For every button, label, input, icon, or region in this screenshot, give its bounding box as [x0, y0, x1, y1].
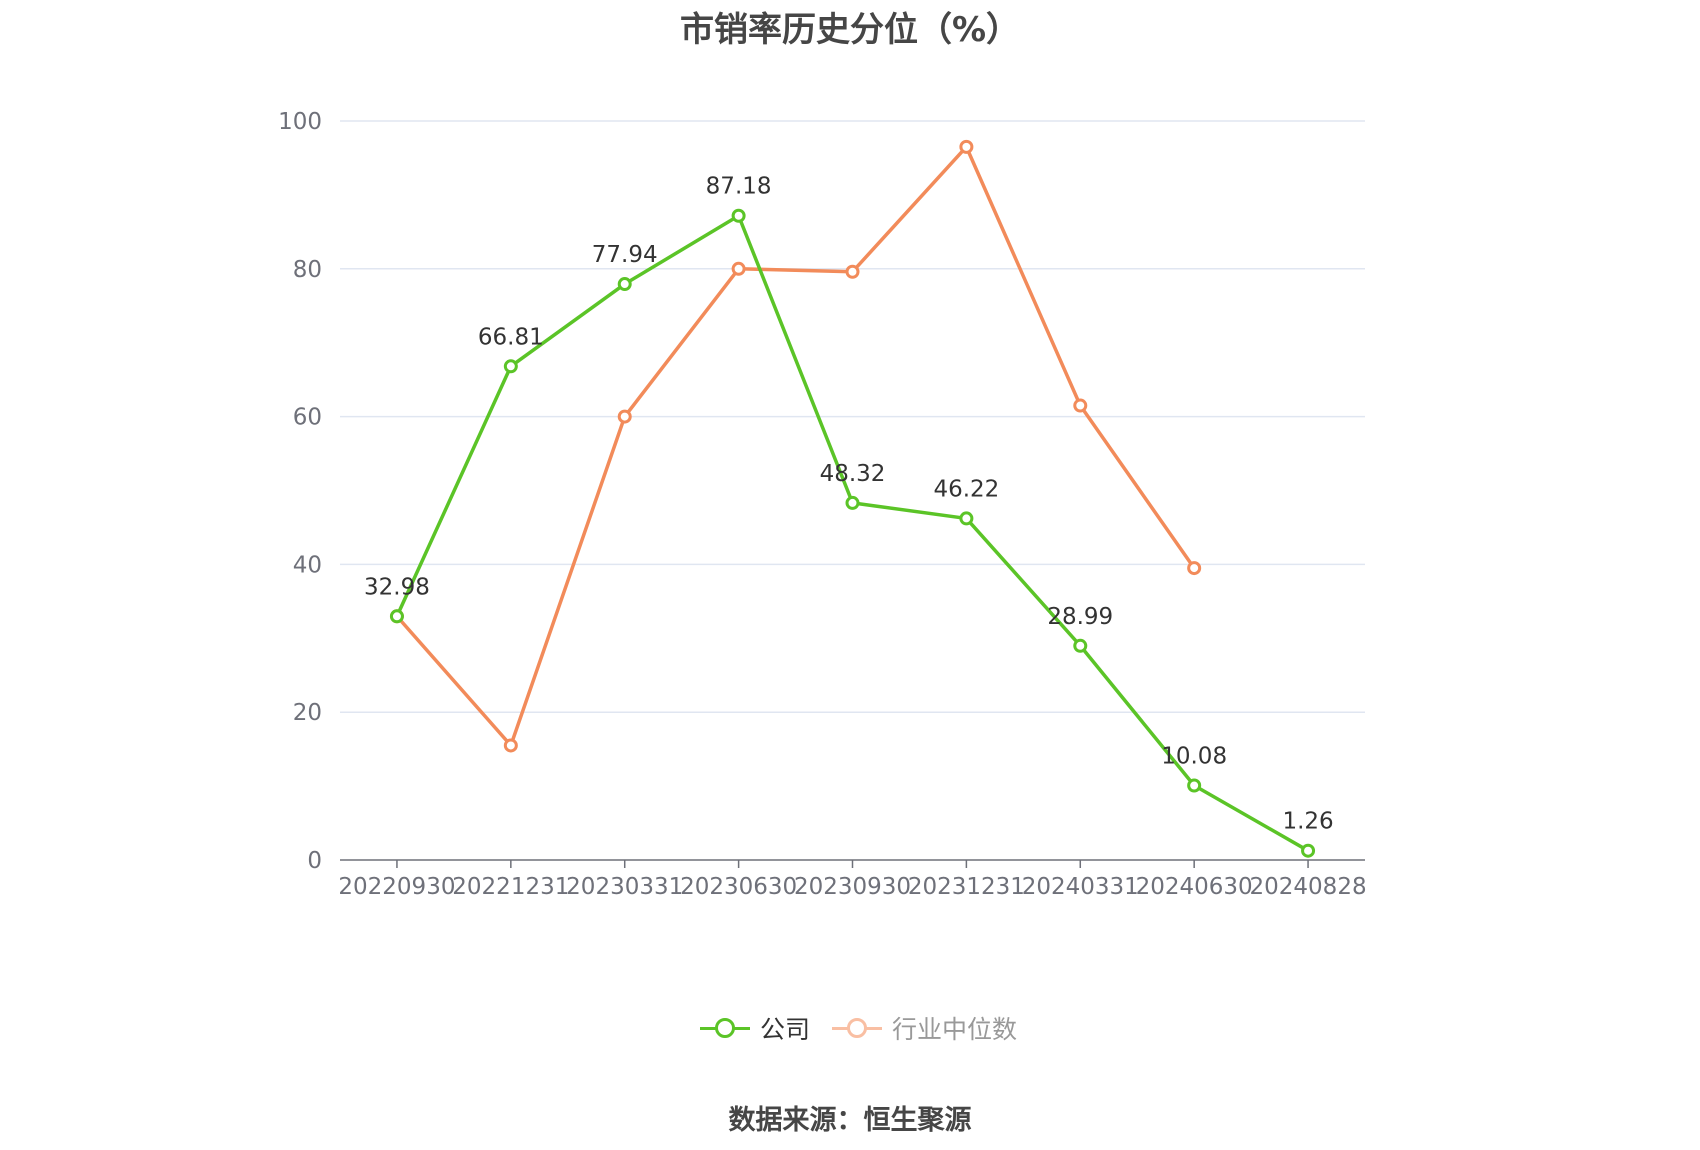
data-point-company: [389, 609, 404, 624]
series-line-industry: [395, 145, 1196, 748]
y-tick-label: 20: [293, 700, 322, 726]
data-label: 87.18: [706, 174, 772, 200]
y-tick-label: 80: [293, 257, 322, 283]
y-tick-label: 60: [293, 405, 322, 431]
legend-company-marker: [700, 1013, 750, 1043]
legend-industry-marker: [832, 1013, 882, 1043]
data-point-industry: [503, 738, 518, 753]
data-point-company: [959, 511, 974, 526]
x-tick-label: 20240828: [1250, 874, 1367, 900]
x-tick-label: 20230331: [566, 874, 683, 900]
data-point-industry: [617, 409, 632, 424]
x-axis: 2022093020221231202303312023063020230930…: [338, 859, 1367, 900]
data-point-industry: [845, 264, 860, 279]
legend-item-industry[interactable]: 行业中位数: [832, 1008, 1017, 1048]
data-point-company: [1301, 843, 1316, 858]
data-point-company: [503, 359, 518, 374]
data-label: 48.32: [820, 461, 886, 487]
legend: 公司 行业中位数: [0, 1008, 1700, 1048]
x-tick-label: 20221231: [452, 874, 569, 900]
legend-item-company[interactable]: 公司: [700, 1008, 810, 1048]
data-label: 77.94: [592, 242, 658, 268]
x-tick-label: 20240630: [1136, 874, 1253, 900]
x-tick-label: 20240331: [1022, 874, 1139, 900]
data-point-company: [617, 277, 632, 292]
legend-industry-label: 行业中位数: [892, 1015, 1018, 1044]
y-tick-label: 100: [278, 109, 322, 135]
x-tick-label: 20230930: [794, 874, 911, 900]
data-label: 32.98: [364, 574, 430, 600]
x-tick-label: 20231231: [908, 874, 1025, 900]
data-point-industry: [1187, 561, 1202, 576]
data-point-industry: [731, 261, 746, 276]
data-label: 28.99: [1047, 604, 1113, 630]
y-tick-label: 0: [307, 848, 322, 874]
data-label: 10.08: [1161, 744, 1227, 770]
data-point-industry: [959, 139, 974, 154]
data-label: 66.81: [478, 324, 544, 350]
data-point-industry: [1073, 398, 1088, 413]
data-labels: 32.98 66.81 77.94 87.18 48.32 46.22 28.99 10.08…: [364, 174, 1334, 835]
legend-company-label: 公司: [760, 1015, 811, 1044]
data-point-company: [731, 208, 746, 223]
series-lines: [389, 139, 1316, 858]
data-point-company: [1187, 778, 1202, 793]
data-label: 1.26: [1282, 809, 1333, 835]
chart-title: 市销率历史分位（%）: [679, 10, 1021, 50]
y-tick-label: 40: [293, 552, 322, 578]
x-tick-label: 20230630: [680, 874, 797, 900]
data-point-company: [845, 495, 860, 510]
x-tick-label: 20220930: [338, 874, 455, 900]
data-source: 数据来源：恒生聚源: [728, 1105, 972, 1136]
grid-lines: 0 20 40 60 80 100: [278, 109, 1365, 874]
data-point-company: [1073, 638, 1088, 653]
data-label: 46.22: [933, 476, 999, 502]
